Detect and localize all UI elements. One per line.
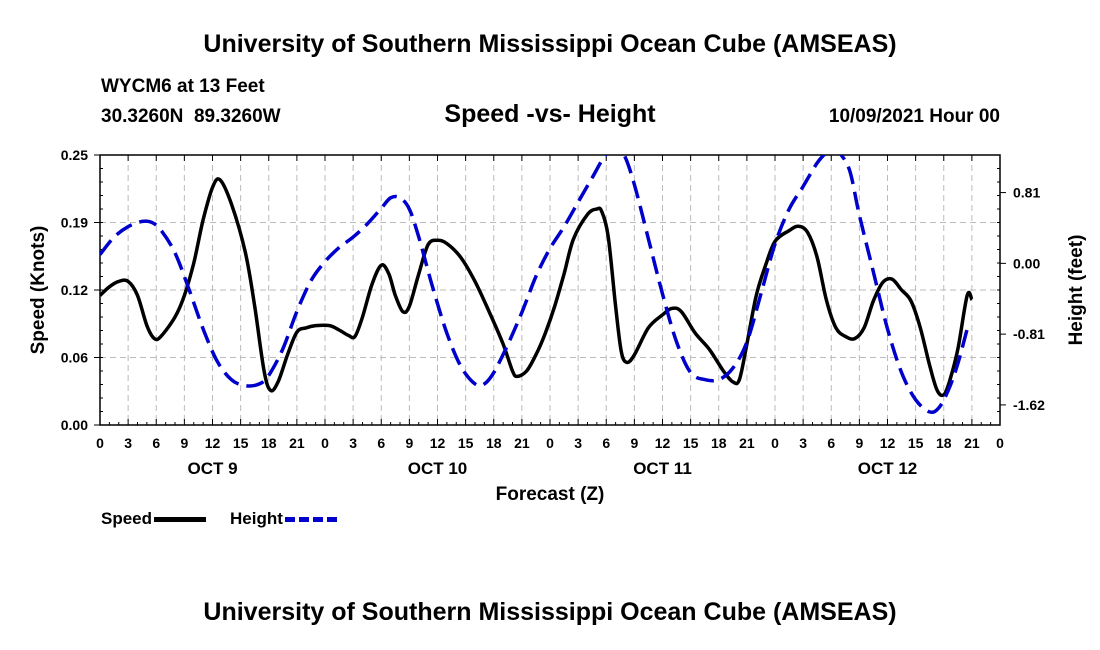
x-tick-label: 0: [321, 435, 329, 451]
day-label: OCT 9: [187, 459, 237, 478]
x-tick-label: 9: [405, 435, 413, 451]
x-tick-label: 21: [514, 435, 530, 451]
x-tick-label: 18: [711, 435, 727, 451]
legend-speed-swatch: [154, 517, 207, 523]
x-tick-label: 15: [683, 435, 699, 451]
y-tick-label: 0.06: [61, 350, 88, 366]
y-tick-label: 0.25: [61, 147, 88, 163]
x-axis-title: Forecast (Z): [496, 484, 605, 505]
x-tick-label: 12: [205, 435, 221, 451]
y2-axis-title: Height (feet): [1066, 235, 1087, 346]
legend-height-label: Height: [230, 509, 283, 528]
y2-tick-label: -1.62: [1013, 397, 1045, 413]
x-tick-label: 18: [261, 435, 277, 451]
chart-subtitle: Speed -vs- Height: [444, 100, 656, 128]
x-tick-label: 21: [289, 435, 305, 451]
x-tick-label: 18: [486, 435, 502, 451]
legend-speed-label: Speed: [101, 509, 153, 528]
station-label: WYCM6 at 13 Feet: [101, 76, 265, 97]
x-tick-label: 9: [855, 435, 863, 451]
y-tick-label: 0.00: [61, 417, 88, 433]
y2-tick-label: 0.00: [1013, 255, 1040, 271]
x-tick-label: 21: [964, 435, 980, 451]
grid: [100, 155, 1000, 425]
x-tick-label: 9: [180, 435, 188, 451]
x-tick-label: 0: [996, 435, 1004, 451]
x-tick-label: 6: [827, 435, 835, 451]
y-axis-title: Speed (Knots): [28, 226, 49, 355]
x-tick-label: 6: [602, 435, 610, 451]
date-stamp: 10/09/2021 Hour 00: [828, 106, 1000, 127]
coordinates-label: 30.3260N 89.3260W: [101, 106, 281, 127]
x-tick-label: 3: [574, 435, 582, 451]
x-tick-label: 15: [233, 435, 249, 451]
day-label: OCT 11: [633, 459, 692, 478]
x-tick-label: 6: [152, 435, 160, 451]
x-tick-label: 12: [880, 435, 896, 451]
x-tick-label: 18: [936, 435, 952, 451]
x-tick-label: 9: [630, 435, 638, 451]
x-tick-label: 3: [799, 435, 807, 451]
series: [100, 155, 974, 415]
legend-speed: Speed: [101, 509, 207, 529]
x-tick-label: 3: [349, 435, 357, 451]
legend-height-swatch: [284, 517, 337, 523]
y-tick-label: 0.19: [61, 215, 88, 231]
x-tick-label: 12: [430, 435, 446, 451]
x-tick-label: 12: [655, 435, 671, 451]
legend-height: Height: [230, 509, 337, 529]
x-tick-label: 15: [458, 435, 474, 451]
x-tick-label: 15: [908, 435, 924, 451]
chart-title: University of Southern Mississippi Ocean…: [203, 30, 897, 58]
speed-series-line: [100, 177, 974, 398]
axis-labels: 0 3 6 9 12 15 18 21 0 3 6 9 12 15 18 21 0 3 6 9 12 15 18 21 0 3 6 9…: [28, 147, 1087, 505]
y2-tick-label: 0.81: [1013, 185, 1040, 201]
day-label: OCT 12: [858, 459, 918, 478]
x-tick-label: 0: [96, 435, 104, 451]
day-label: OCT 10: [408, 459, 468, 478]
y2-tick-label: -0.81: [1013, 326, 1045, 342]
footer-title: University of Southern Mississippi Ocean…: [203, 598, 897, 626]
x-tick-label: 0: [546, 435, 554, 451]
ticks: [94, 154, 1006, 426]
x-tick-label: 6: [377, 435, 385, 451]
y-tick-label: 0.12: [61, 282, 88, 298]
x-tick-label: 21: [739, 435, 755, 451]
x-tick-label: 0: [771, 435, 779, 451]
height-series-line: [100, 155, 969, 415]
x-tick-label: 3: [124, 435, 132, 451]
